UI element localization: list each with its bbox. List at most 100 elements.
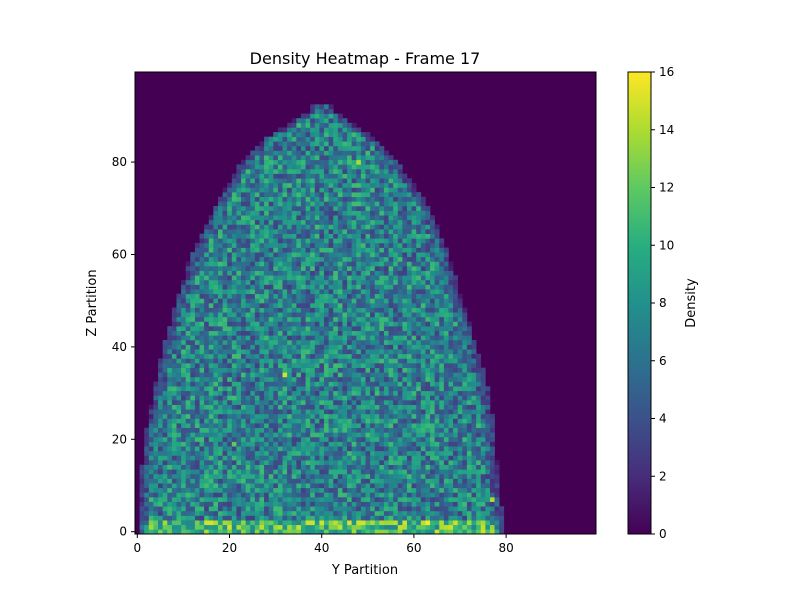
heatmap-cell — [379, 330, 385, 336]
heatmap-cell — [236, 312, 242, 318]
heatmap-cell — [328, 229, 334, 234]
heatmap-cell — [273, 413, 279, 419]
heatmap-cell — [287, 205, 293, 211]
heatmap-cell — [425, 215, 431, 221]
heatmap-cell — [176, 510, 182, 516]
heatmap-cell — [259, 381, 265, 387]
heatmap-cell — [434, 427, 440, 433]
heatmap-cell — [462, 427, 468, 433]
heatmap-cell — [231, 501, 237, 507]
heatmap-cell — [236, 289, 242, 295]
heatmap-cell — [462, 469, 468, 475]
heatmap-cell — [388, 367, 394, 373]
heatmap-cell — [305, 316, 311, 322]
heatmap-cell — [194, 436, 200, 442]
heatmap-cell — [217, 215, 223, 221]
heatmap-cell — [254, 270, 260, 276]
heatmap-cell — [393, 219, 399, 225]
heatmap-cell — [199, 358, 205, 364]
heatmap-cell — [194, 358, 200, 364]
heatmap-cell — [499, 515, 505, 521]
heatmap-cell — [324, 510, 329, 516]
heatmap-cell — [347, 316, 352, 322]
heatmap-cell — [448, 409, 454, 415]
heatmap-cell — [370, 312, 376, 318]
heatmap-cell — [356, 487, 362, 493]
heatmap-cell — [236, 376, 242, 382]
heatmap-cell — [411, 524, 417, 530]
heatmap-cell — [425, 515, 431, 521]
heatmap-cell — [471, 469, 477, 475]
heatmap-cell — [139, 469, 145, 475]
heatmap-cell — [194, 261, 200, 267]
heatmap-cell — [222, 321, 228, 327]
heatmap-cell — [199, 510, 205, 516]
heatmap-cell — [489, 469, 495, 475]
heatmap-cell — [181, 418, 187, 424]
heatmap-cell — [282, 312, 288, 318]
heatmap-cell — [250, 492, 256, 498]
heatmap-cell — [388, 266, 394, 271]
heatmap-cell — [388, 473, 394, 479]
heatmap-cell — [291, 335, 297, 341]
heatmap-cell — [360, 316, 366, 322]
heatmap-cell — [167, 413, 173, 419]
heatmap-cell — [319, 270, 325, 276]
heatmap-cell — [374, 215, 380, 221]
heatmap-cell — [176, 363, 182, 368]
heatmap-cell — [439, 372, 445, 378]
heatmap-cell — [379, 229, 385, 234]
heatmap-cell — [268, 316, 274, 322]
heatmap-cell — [264, 478, 269, 484]
heatmap-cell — [250, 192, 256, 198]
heatmap-cell — [296, 464, 302, 470]
heatmap-cell — [374, 464, 380, 470]
heatmap-cell — [448, 266, 454, 271]
heatmap-cell — [259, 515, 265, 521]
heatmap-cell — [347, 455, 352, 461]
heatmap-cell — [213, 215, 219, 221]
heatmap-cell — [374, 363, 380, 368]
heatmap-cell — [337, 326, 343, 332]
heatmap-cell — [328, 524, 334, 530]
heatmap-cell — [393, 289, 399, 295]
heatmap-cell — [176, 501, 182, 507]
heatmap-cell — [402, 289, 408, 295]
heatmap-cell — [231, 312, 237, 318]
heatmap-cell — [425, 316, 431, 322]
heatmap-cell — [222, 400, 228, 405]
heatmap-cell — [185, 483, 191, 489]
heatmap-cell — [457, 316, 463, 322]
heatmap-cell — [319, 469, 325, 475]
heatmap-cell — [259, 330, 265, 336]
heatmap-cell — [291, 501, 297, 507]
heatmap-cell — [148, 501, 154, 507]
heatmap-cell — [328, 520, 334, 526]
heatmap-cell — [434, 510, 440, 516]
heatmap-cell — [347, 524, 352, 530]
heatmap-cell — [268, 289, 274, 295]
heatmap-cell — [227, 510, 233, 516]
heatmap-cell — [222, 229, 228, 234]
heatmap-cell — [439, 376, 445, 382]
heatmap-cell — [379, 201, 385, 207]
heatmap-cell — [370, 270, 376, 276]
heatmap-cell — [264, 242, 269, 248]
heatmap-cell — [324, 497, 329, 502]
heatmap-cell — [277, 386, 283, 392]
heatmap-cell — [241, 510, 246, 516]
heatmap-cell — [162, 339, 168, 345]
heatmap-cell — [277, 205, 283, 211]
heatmap-cell — [324, 238, 329, 244]
heatmap-cell — [425, 233, 431, 239]
heatmap-cell — [406, 478, 412, 484]
heatmap-cell — [199, 303, 205, 308]
heatmap-cell — [236, 187, 242, 193]
heatmap-cell — [273, 469, 279, 475]
heatmap-cell — [245, 192, 251, 198]
heatmap-cell — [485, 450, 491, 456]
heatmap-cell — [383, 201, 389, 207]
heatmap-cell — [337, 233, 343, 239]
heatmap-cell — [300, 339, 306, 345]
heatmap-cell — [185, 469, 191, 475]
